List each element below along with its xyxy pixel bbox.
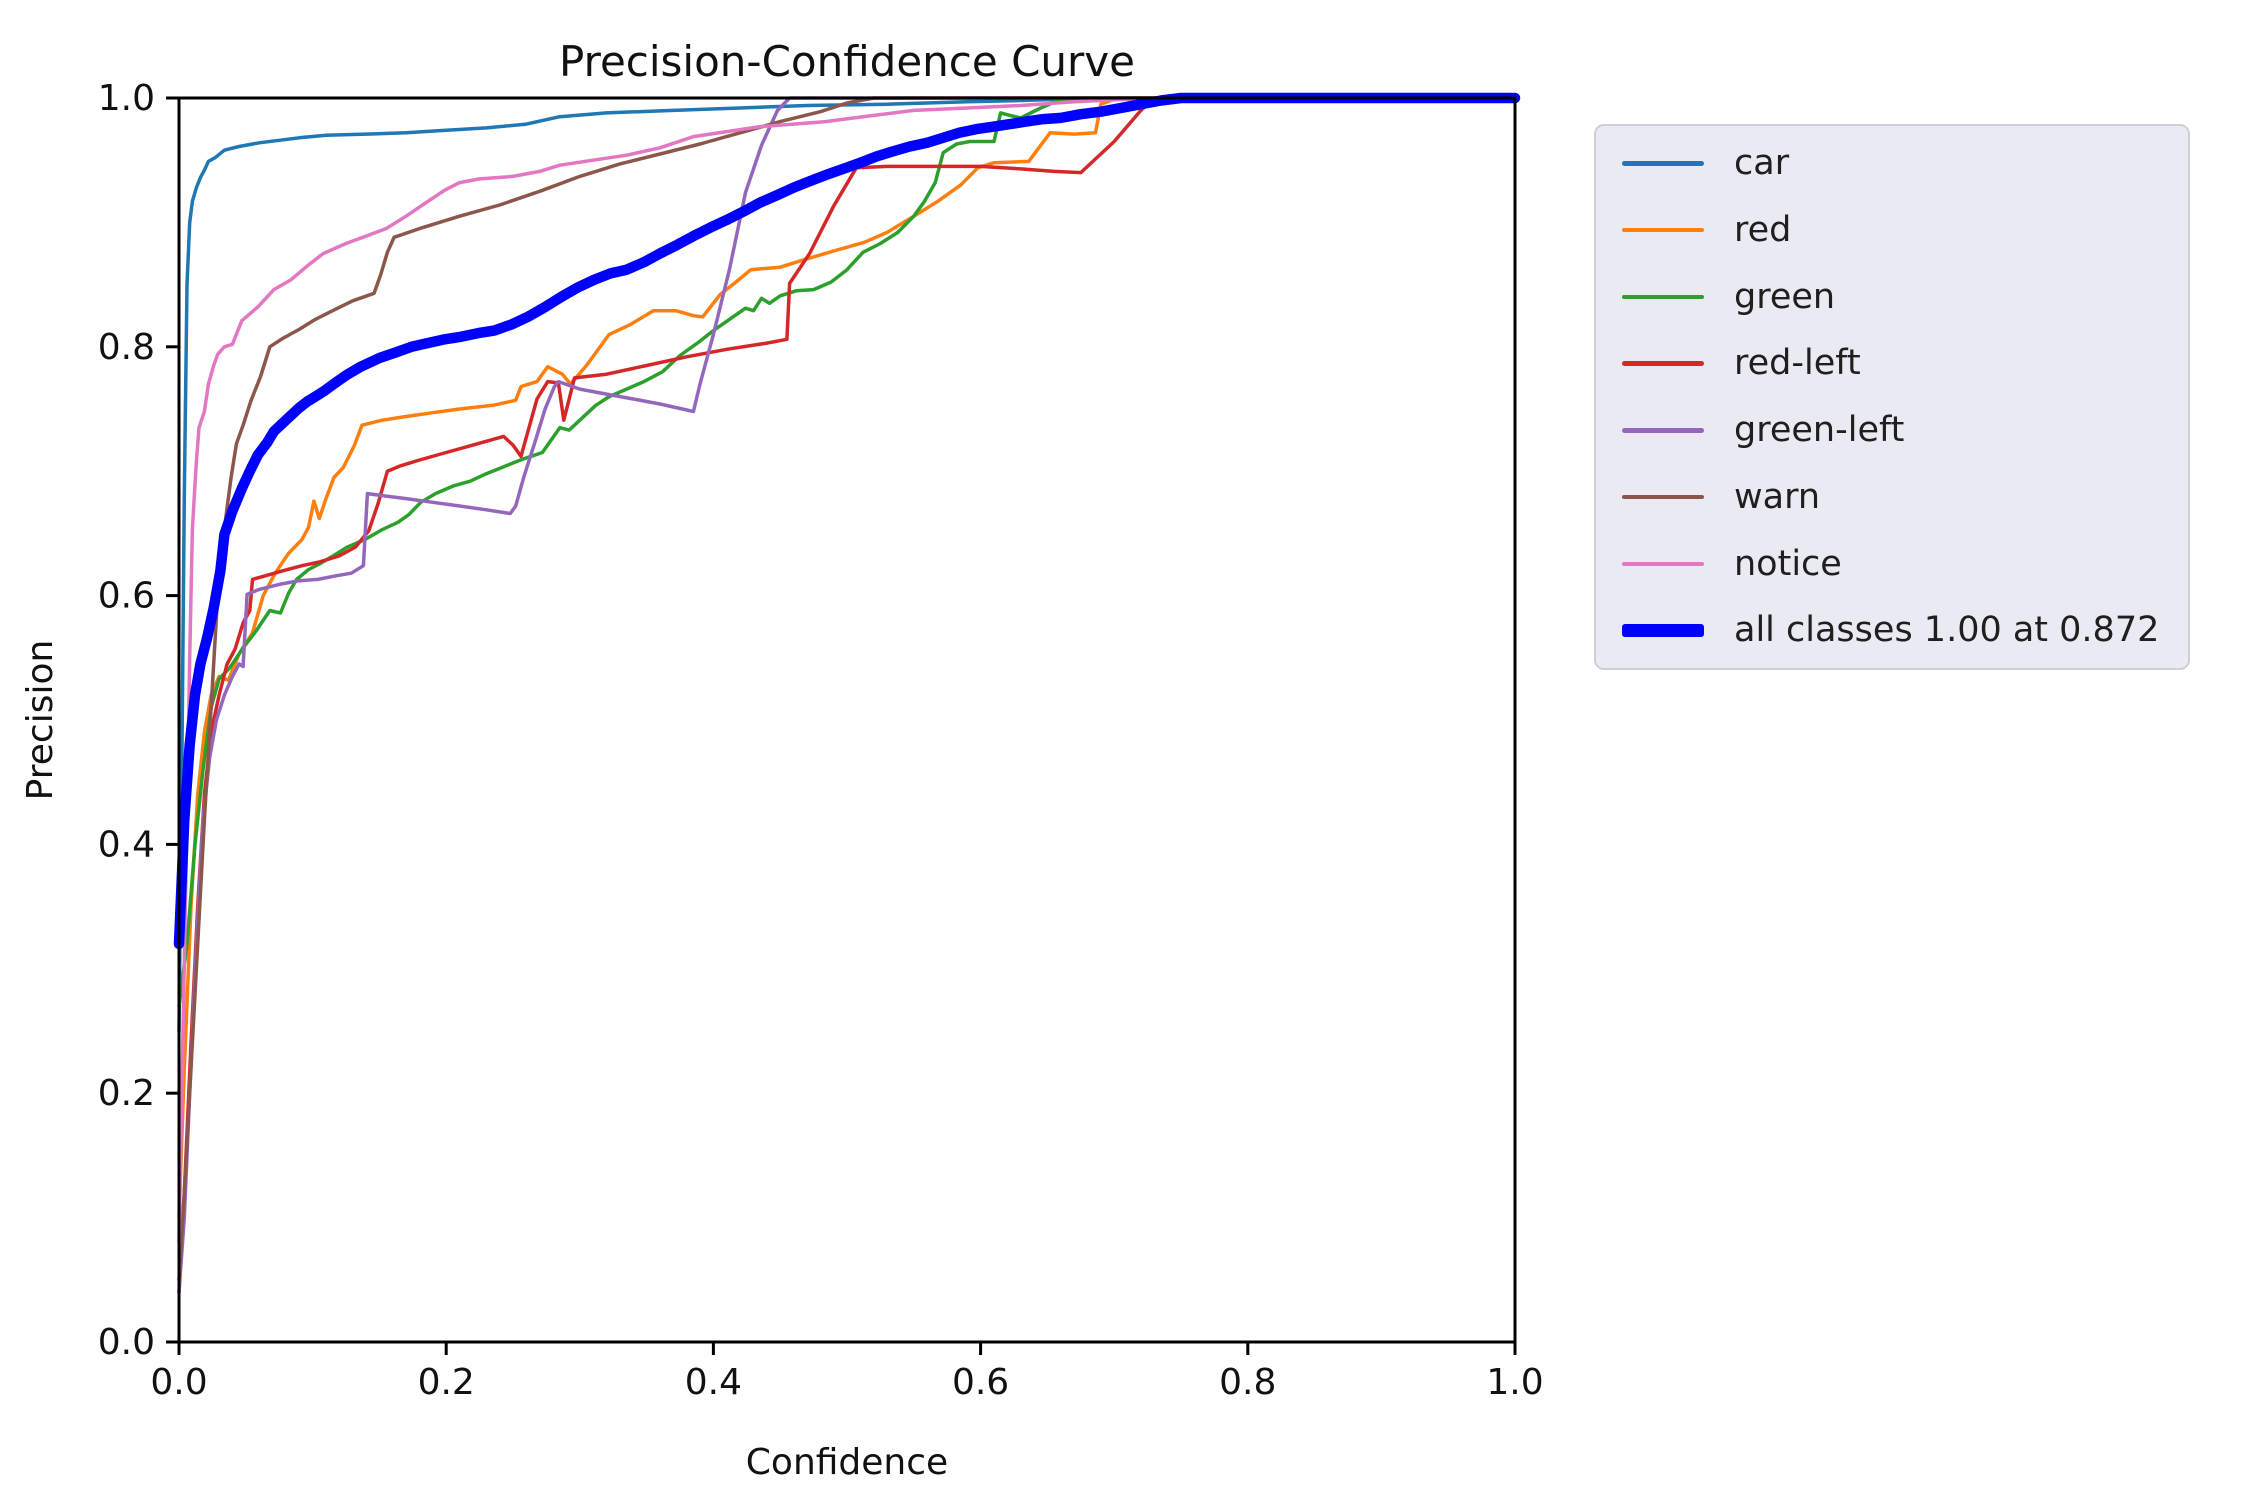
series-line-car — [177, 96, 1517, 1033]
series-line-all-classes — [173, 92, 1521, 950]
legend-line-sample — [1622, 361, 1704, 366]
legend-line-sample — [1622, 428, 1704, 433]
x-axis-label: Confidence — [746, 1442, 948, 1483]
x-tick-label: 0.0 — [150, 1362, 207, 1403]
series-line-green — [177, 96, 1517, 1008]
x-tick-label: 0.2 — [418, 1362, 475, 1403]
legend-item-all-classes-1-00-at-0-872: all classes 1.00 at 0.872 — [1622, 611, 2162, 650]
x-tick-label: 0.4 — [685, 1362, 742, 1403]
legend-line-sample — [1622, 227, 1704, 233]
legend-item-green-left: green-left — [1622, 411, 2162, 450]
x-tick-label: 0.6 — [952, 1362, 1009, 1403]
legend-label: green-left — [1734, 410, 1905, 451]
legend-label: all classes 1.00 at 0.872 — [1734, 610, 2160, 651]
legend-item-warn: warn — [1622, 478, 2162, 517]
y-tick-label: 0.2 — [98, 1073, 155, 1114]
legend-box: car red green red-left green-left warn notice a… — [1594, 124, 2190, 670]
legend-line-sample — [1622, 561, 1704, 567]
legend-item-red-left: red-left — [1622, 344, 2162, 383]
y-tick-label: 0.6 — [98, 576, 155, 617]
legend-line-sample — [1622, 161, 1704, 166]
series-layer — [173, 92, 1521, 1294]
legend-label: red-left — [1734, 343, 1861, 384]
y-tick-label: 0.0 — [98, 1322, 155, 1363]
legend-item-car: car — [1622, 144, 2162, 183]
legend-label: green — [1734, 276, 1836, 317]
legend-item-notice: notice — [1622, 545, 2162, 584]
series-line-red — [177, 96, 1517, 1220]
legend-label: warn — [1734, 476, 1821, 517]
y-tick-label: 0.4 — [98, 824, 155, 865]
y-axis-label: Precision — [20, 640, 61, 801]
legend-line-sample — [1622, 494, 1704, 500]
legend-line-sample — [1622, 294, 1704, 300]
legend-label: car — [1734, 143, 1790, 183]
chart-title: Precision-Confidence Curve — [559, 37, 1135, 86]
axes-layer: 0.0 0.2 0.4 0.6 0.8 1.0 0.0 0.2 0.4 0.6 0.8 1.0 — [98, 78, 1544, 1403]
legend-line-sample — [1622, 624, 1704, 638]
series-line-red-left — [177, 96, 1517, 1294]
legend-item-green: green — [1622, 278, 2162, 317]
series-line-green-left — [177, 96, 1517, 1294]
legend-label: red — [1734, 209, 1792, 250]
x-tick-label: 0.8 — [1219, 1362, 1276, 1403]
series-line-notice — [177, 96, 1517, 1245]
legend-label: notice — [1734, 543, 1842, 584]
x-tick-label: 1.0 — [1486, 1362, 1543, 1403]
series-line-warn — [177, 96, 1517, 1282]
y-tick-label: 0.8 — [98, 327, 155, 368]
plot-spines — [177, 96, 1517, 1344]
legend-item-red: red — [1622, 211, 2162, 250]
y-tick-label: 1.0 — [98, 78, 155, 119]
